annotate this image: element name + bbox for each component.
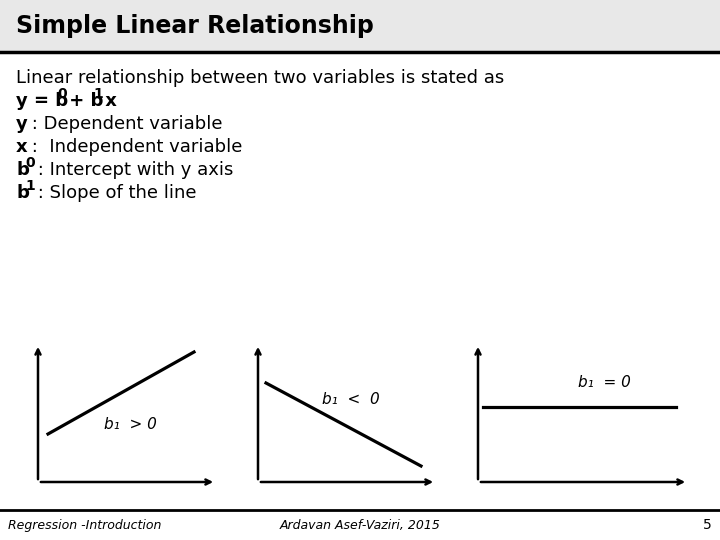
Text: 0: 0 <box>57 87 67 101</box>
Text: b₁  = 0: b₁ = 0 <box>577 375 631 390</box>
Text: Ardavan Asef-Vaziri, 2015: Ardavan Asef-Vaziri, 2015 <box>279 518 441 531</box>
Text: b₁  > 0: b₁ > 0 <box>104 416 157 431</box>
Text: y = b: y = b <box>16 92 68 110</box>
Text: b: b <box>16 184 29 202</box>
Text: y: y <box>16 115 28 133</box>
Text: : Slope of the line: : Slope of the line <box>32 184 197 202</box>
Text: 1: 1 <box>25 179 35 193</box>
Text: Simple Linear Relationship: Simple Linear Relationship <box>16 14 374 38</box>
Text: : Dependent variable: : Dependent variable <box>26 115 222 133</box>
Text: Regression -Introduction: Regression -Introduction <box>8 518 161 531</box>
Text: 0: 0 <box>25 156 35 170</box>
Text: x: x <box>99 92 117 110</box>
Text: b: b <box>16 161 29 179</box>
Text: :  Independent variable: : Independent variable <box>26 138 243 156</box>
Text: 1: 1 <box>93 87 103 101</box>
Bar <box>0 0 720 52</box>
Text: x: x <box>16 138 27 156</box>
Text: : Intercept with y axis: : Intercept with y axis <box>32 161 233 179</box>
Text: + b: + b <box>63 92 104 110</box>
Text: 5: 5 <box>703 518 712 532</box>
Text: Linear relationship between two variables is stated as: Linear relationship between two variable… <box>16 69 504 87</box>
Text: b₁  <  0: b₁ < 0 <box>322 392 379 407</box>
